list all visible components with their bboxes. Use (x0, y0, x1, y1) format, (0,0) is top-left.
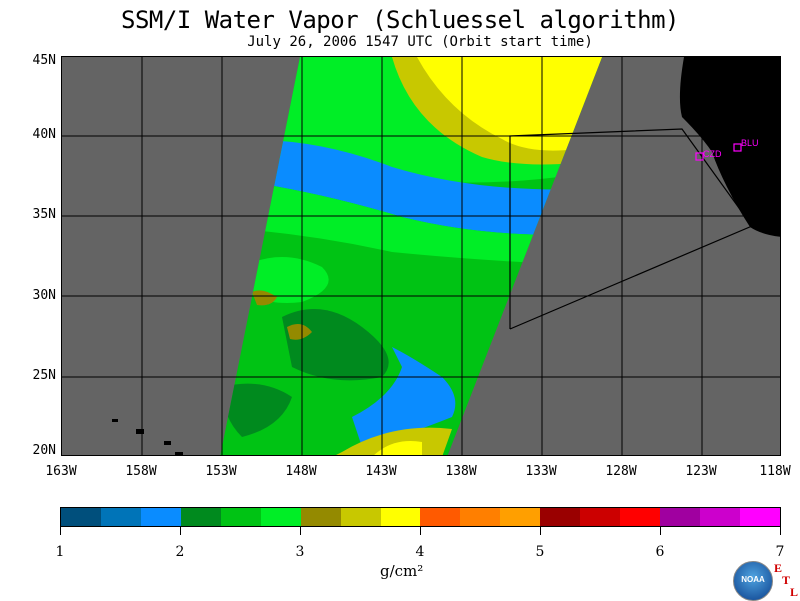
colorbar-tick (300, 527, 301, 535)
lon-label: 158W (125, 464, 157, 479)
colorbar-swatch (260, 508, 301, 526)
colorbar-tick-label: 5 (535, 544, 545, 560)
etl-letter-e: E (774, 561, 783, 575)
etl-letter-l: L (790, 585, 799, 599)
colorbar-tick (60, 527, 61, 535)
station-label-czd: CZD (703, 149, 722, 159)
lon-label: 123W (685, 464, 717, 479)
lon-label: 118W (759, 464, 791, 479)
colorbar-swatch (300, 508, 341, 526)
colorbar-swatch (540, 508, 581, 526)
noaa-logo: NOAA (733, 561, 773, 601)
lat-label: 40N (32, 127, 56, 142)
map-graphics (62, 57, 780, 455)
region-outline (509, 128, 753, 330)
colorbar-swatch (220, 508, 261, 526)
colorbar-swatch (340, 508, 381, 526)
lat-label: 25N (32, 368, 56, 383)
lat-label: 35N (32, 207, 56, 222)
island (136, 429, 144, 434)
colorbar-tick-label: 3 (295, 544, 305, 560)
graticule (62, 57, 780, 455)
colorbar-swatch (739, 508, 780, 526)
colorbar-swatch (420, 508, 461, 526)
station-marker-czd (695, 152, 704, 161)
colorbar-tick-label: 2 (175, 544, 185, 560)
colorbar-swatch (100, 508, 141, 526)
colorbar-tick (780, 527, 781, 535)
lat-label: 30N (32, 288, 56, 303)
map-title: SSM/I Water Vapor (Schluessel algorithm) (121, 6, 679, 34)
colorbar-swatch (61, 508, 101, 526)
colorbar-swatch (460, 508, 501, 526)
colorbar-swatch (580, 508, 621, 526)
lon-label: 143W (365, 464, 397, 479)
island (164, 441, 171, 445)
colorbar-tick-label: 4 (415, 544, 425, 560)
lon-label: 153W (205, 464, 237, 479)
colorbar-swatch (500, 508, 541, 526)
map-subtitle: July 26, 2006 1547 UTC (Orbit start time… (247, 34, 593, 50)
colorbar-tick-label: 1 (55, 544, 65, 560)
lon-label: 163W (45, 464, 77, 479)
island (112, 419, 118, 422)
station-label-blu: BLU (741, 138, 759, 148)
station-marker-blu (733, 143, 742, 152)
lon-label: 138W (445, 464, 477, 479)
coastline-land (679, 57, 780, 237)
colorbar-tick (420, 527, 421, 535)
lon-label: 133W (525, 464, 557, 479)
colorbar (60, 507, 781, 527)
unit-label: g/cm² (380, 562, 424, 580)
colorbar-tick (180, 527, 181, 535)
vapor-swath (220, 57, 602, 455)
lon-label: 148W (285, 464, 317, 479)
colorbar-swatch (700, 508, 740, 526)
lat-label: 20N (32, 443, 56, 458)
colorbar-tick (540, 527, 541, 535)
logo-text: NOAA (741, 575, 765, 584)
island (175, 452, 183, 455)
lat-label: 45N (32, 53, 56, 68)
lon-label: 128W (605, 464, 637, 479)
colorbar-swatch (660, 508, 700, 526)
colorbar-tick-label: 7 (775, 544, 785, 560)
water-vapor-map: CZD BLU (61, 56, 781, 456)
colorbar-swatch (380, 508, 421, 526)
colorbar-swatch (620, 508, 661, 526)
etl-letter-t: T (782, 573, 791, 587)
colorbar-tick-label: 6 (655, 544, 665, 560)
colorbar-swatch (140, 508, 181, 526)
colorbar-swatch (180, 508, 221, 526)
colorbar-tick (660, 527, 661, 535)
